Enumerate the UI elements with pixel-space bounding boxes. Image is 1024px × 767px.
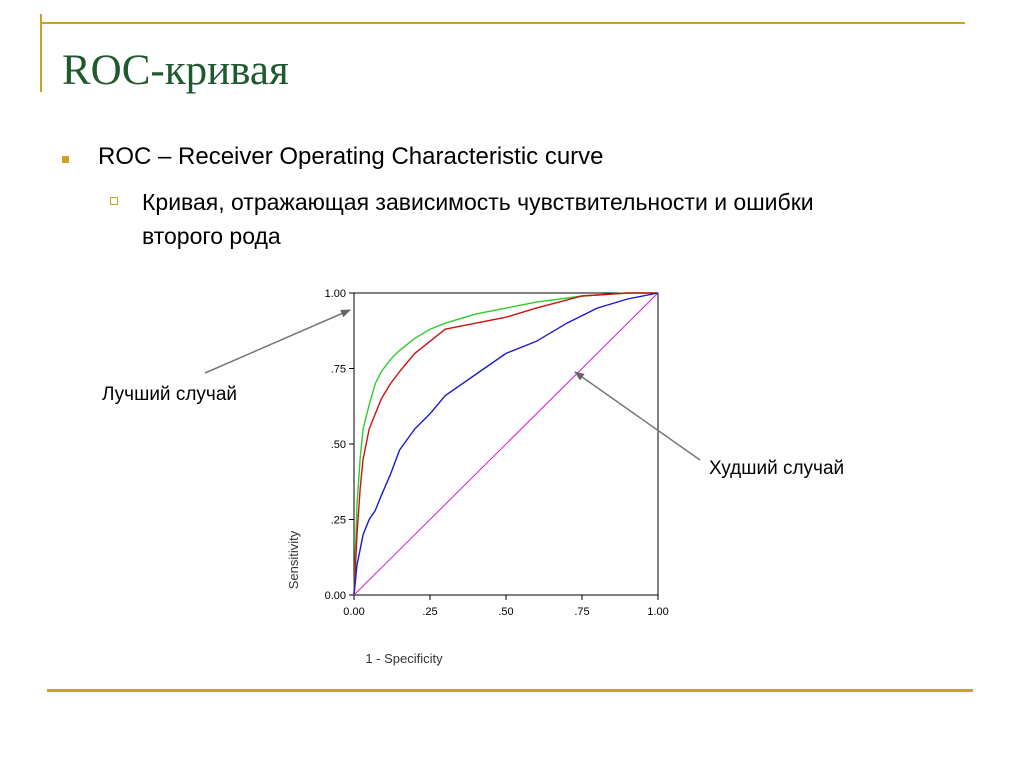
y-tick-label: .50	[331, 439, 346, 451]
y-tick-label: .25	[331, 515, 346, 527]
worst-case-label: Худший случай	[709, 458, 845, 479]
slide-title: ROC-кривая	[62, 47, 289, 94]
bullet-1-text: ROC – Receiver Operating Characteristic …	[98, 143, 604, 170]
best-case-label: Лучший случай	[102, 384, 237, 405]
series-line-4	[353, 292, 659, 596]
x-tick-label: .25	[422, 606, 437, 618]
x-axis-label: 1 - Specificity	[365, 651, 443, 666]
series-line-2	[353, 292, 658, 596]
bullet-2-text: Кривая, отражающая зависимость чувствите…	[142, 189, 814, 249]
left-rule	[40, 14, 42, 92]
y-tick-label: 0.00	[325, 590, 346, 602]
top-rule	[40, 22, 965, 24]
hollow-square-bullet-icon	[110, 197, 118, 205]
square-bullet-icon	[62, 156, 69, 163]
y-axis-label: Sensitivity	[286, 530, 301, 589]
x-tick-label: .75	[574, 606, 589, 618]
best-case-arrow	[204, 309, 351, 374]
x-tick-label: 1.00	[647, 606, 668, 618]
x-tick-label: 0.00	[343, 606, 364, 618]
bottom-rule	[47, 689, 973, 692]
worst-case-arrow	[574, 371, 701, 461]
x-tick-label: .50	[498, 606, 513, 618]
y-tick-label: 1.00	[325, 288, 346, 300]
series-line-3	[353, 292, 659, 596]
y-tick-label: .75	[331, 364, 346, 376]
series-line-1	[353, 292, 658, 596]
